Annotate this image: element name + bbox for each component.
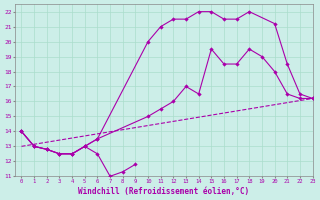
X-axis label: Windchill (Refroidissement éolien,°C): Windchill (Refroidissement éolien,°C) <box>78 187 249 196</box>
